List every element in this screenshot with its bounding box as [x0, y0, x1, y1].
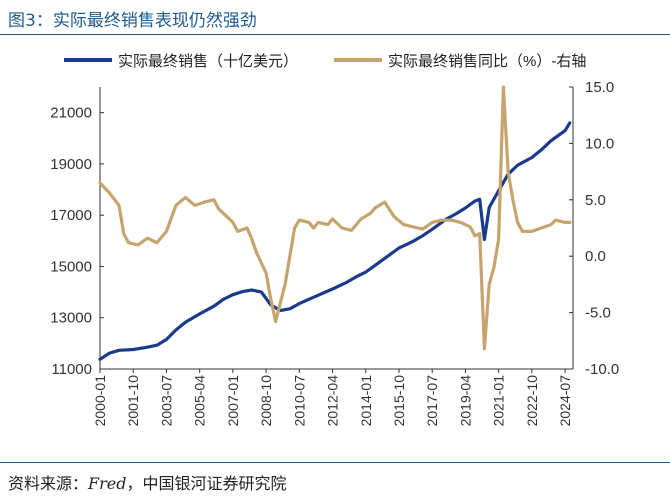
title-rule — [0, 34, 670, 35]
y-right-tick-label: -10.0 — [585, 361, 619, 378]
source-label: 资料来源： — [8, 474, 89, 493]
y-left-tick-label: 13000 — [50, 310, 92, 327]
x-tick-label: 2001-10 — [125, 375, 141, 427]
y-right-tick-label: -5.0 — [585, 305, 611, 322]
x-tick-label: 2015-10 — [391, 375, 407, 427]
source-rest: ，中国银河证券研究院 — [126, 474, 287, 493]
x-tick-label: 2014-01 — [358, 375, 374, 427]
figure-title: 图3：实际最终销售表现仍然强劲 — [8, 11, 257, 31]
x-tick-label: 2024-07 — [557, 375, 573, 427]
legend-yoy-label: 实际最终销售同比（%）-右轴 — [388, 53, 586, 70]
x-tick-label: 2012-04 — [325, 375, 341, 427]
y-right-tick-label: 15.0 — [585, 79, 614, 96]
x-tick-label: 2017-07 — [424, 375, 440, 427]
x-tick-label: 2003-07 — [158, 375, 174, 427]
series-line-yoy — [98, 85, 572, 351]
x-tick-label: 2021-01 — [491, 375, 507, 427]
y-right-tick-label: 10.0 — [585, 135, 614, 152]
y-left-tick-label: 19000 — [50, 156, 92, 173]
x-tick-label: 2022-10 — [524, 375, 540, 427]
source-name: Fred — [88, 474, 127, 493]
y-right-tick-label: 0.0 — [585, 248, 606, 265]
x-tick-label: 2007-01 — [225, 375, 241, 427]
x-tick-label: 2019-04 — [457, 375, 473, 427]
y-left-tick-label: 17000 — [50, 207, 92, 224]
source-rule — [0, 462, 670, 463]
x-tick-label: 2000-01 — [92, 375, 108, 427]
x-tick-label: 2008-10 — [258, 375, 274, 427]
y-left-tick-label: 15000 — [50, 258, 92, 275]
axes: 11000 13000 15000 17000 19000 21000 -10.0 -5.0 0… — [50, 79, 619, 426]
y-right-tick-label: 5.0 — [585, 192, 606, 209]
x-tick-label: 2005-04 — [192, 375, 208, 427]
y-left-tick-label: 11000 — [51, 361, 92, 378]
y-left-tick-label: 21000 — [50, 105, 92, 122]
x-tick-label: 2010-07 — [291, 375, 307, 427]
legend-sales-label: 实际最终销售（十亿美元） — [118, 53, 298, 70]
series-line-sales — [98, 121, 572, 361]
legend: 实际最终销售（十亿美元） 实际最终销售同比（%）-右轴 — [64, 53, 586, 70]
plot-area — [98, 85, 572, 361]
source-note: 资料来源：Fred，中国银河证券研究院 — [8, 470, 287, 494]
